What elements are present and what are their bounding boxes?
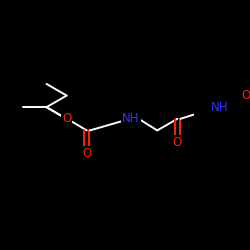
Text: O: O	[82, 147, 92, 160]
Text: NH: NH	[122, 112, 140, 125]
Text: O: O	[242, 89, 250, 102]
Text: O: O	[62, 112, 71, 125]
Text: NH: NH	[211, 101, 229, 114]
Text: O: O	[173, 136, 182, 148]
